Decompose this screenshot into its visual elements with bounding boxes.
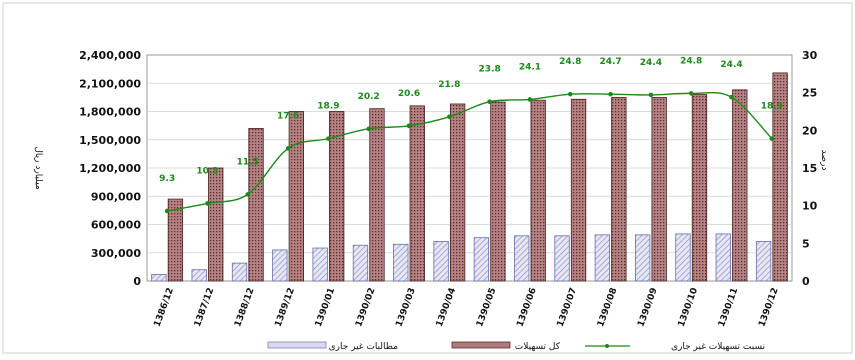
bar-total-facilities (248, 128, 264, 282)
right-axis-ticks: 0 5 10 15 20 25 30 (802, 49, 818, 288)
bar-noncurrent-claims (755, 241, 772, 282)
ratio-data-label: 18.9 (317, 102, 339, 112)
y-left-tick-label: 1,200,000 (79, 162, 141, 175)
ratio-point (366, 126, 372, 132)
bar-total-facilities (691, 94, 708, 282)
ratio-point (527, 97, 533, 102)
ratio-point (164, 208, 170, 214)
ratio-data-label: 24.8 (559, 57, 581, 67)
y-right-tick-label: 5 (802, 237, 810, 250)
bar-total-facilities (570, 98, 587, 282)
ratio-point (608, 91, 613, 97)
bar-total-facilities (651, 96, 667, 282)
ratio-data-label: 21.8 (438, 80, 460, 90)
left-axis-ticks: 0 300,000 600,000 900,000 1,200,000 1,500,000… (79, 49, 141, 288)
bar-noncurrent-claims (554, 235, 570, 282)
ratio-data-label: 24.4 (640, 58, 662, 68)
y-right-tick-label: 15 (802, 162, 817, 175)
ratio-data-label: 24.7 (599, 57, 621, 67)
y-left-tick-label: 600,000 (91, 219, 141, 232)
legend-label-ratio: نسبت تسهیلات غیر جاری (671, 342, 765, 352)
bar-total-facilities (208, 167, 224, 282)
legend: مطالبات غیر جاری کل تسهیلات نسبت تسهیلات… (267, 341, 765, 352)
ratio-point (285, 146, 291, 151)
y-left-tick-label: 2,100,000 (79, 77, 141, 90)
legend-label-noncurrent-claims: مطالبات غیر جاری (329, 342, 399, 352)
bar-noncurrent-claims (231, 262, 248, 282)
ratio-data-label: 23.8 (479, 65, 501, 75)
bar-noncurrent-claims (594, 234, 610, 282)
y-axis-left-title: میلیارد ریال (33, 146, 43, 190)
y-left-tick-label: 300,000 (91, 247, 141, 260)
bar-noncurrent-claims (634, 234, 651, 282)
bar-total-facilities (288, 111, 305, 282)
bar-noncurrent-claims (191, 269, 207, 282)
y-left-tick-label: 1,800,000 (79, 106, 141, 119)
bar-total-facilities (611, 96, 627, 282)
bar-noncurrent-claims (352, 244, 369, 282)
y-right-tick-label: 20 (802, 124, 818, 137)
bar-noncurrent-claims (514, 235, 530, 282)
ratio-data-label: 9.3 (159, 174, 175, 184)
legend-swatch-noncurrent-claims (267, 341, 327, 349)
bar-noncurrent-claims (272, 249, 288, 282)
y-left-tick-label: 0 (133, 275, 141, 288)
bar-total-facilities (409, 105, 425, 282)
ratio-point (245, 192, 251, 197)
bar-total-facilities (772, 72, 788, 282)
ratio-data-label: 24.8 (680, 56, 702, 66)
y-right-tick-label: 30 (802, 49, 818, 62)
bar-total-facilities (449, 103, 466, 282)
bar-noncurrent-claims (473, 237, 490, 282)
ratio-data-label: 20.2 (358, 92, 380, 102)
y-axis-right-title: درصد (819, 150, 829, 171)
legend-marker-ratio (605, 344, 609, 348)
bar-noncurrent-claims (675, 233, 691, 282)
ratio-point (769, 136, 775, 141)
bar-noncurrent-claims (433, 241, 449, 282)
bar-noncurrent-claims (312, 247, 328, 282)
ratio-data-label: 24.4 (720, 60, 742, 70)
ratio-point (648, 92, 654, 98)
ratio-data-label: 11.5 (237, 157, 259, 167)
ratio-point (688, 91, 694, 96)
ratio-point (326, 136, 331, 141)
bar-noncurrent-claims (393, 243, 409, 282)
ratio-point (567, 91, 573, 97)
y-right-tick-label: 10 (802, 200, 818, 213)
ratio-point (447, 114, 452, 120)
bar-total-facilities (167, 198, 184, 282)
legend-label-total-facilities: کل تسهیلات (515, 342, 561, 352)
legend-swatch-total-facilities (451, 341, 511, 349)
bar-noncurrent-claims (715, 233, 731, 282)
ratio-data-label: 17.6 (277, 111, 299, 121)
y-right-tick-label: 0 (802, 275, 810, 288)
y-left-tick-label: 900,000 (91, 190, 141, 203)
bar-total-facilities (530, 99, 546, 282)
bar-total-facilities (369, 108, 385, 282)
ratio-point (487, 99, 492, 105)
ratio-point (205, 201, 210, 206)
bar-total-facilities (490, 101, 506, 282)
ratio-point (729, 94, 734, 100)
y-left-tick-label: 2,400,000 (79, 49, 141, 62)
ratio-line (167, 91, 773, 212)
y-left-tick-label: 1,500,000 (79, 134, 141, 147)
ratio-data-label: 10.3 (196, 166, 218, 176)
ratio-data-label: 20.6 (398, 89, 420, 99)
ratio-data-label: 18.9 (761, 102, 783, 112)
ratio-data-label: 24.1 (519, 62, 541, 72)
y-right-tick-label: 25 (802, 87, 817, 100)
line-series-group: 9.3 10.3 11.5 17.6 18.9 20.2 20.6 21.8 23.8 24.1 2… (159, 56, 783, 214)
bar-total-facilities (329, 111, 345, 282)
bars-group (151, 72, 788, 282)
ratio-point (406, 123, 412, 129)
bar-total-facilities (732, 89, 748, 282)
bar-noncurrent-claims (151, 274, 167, 282)
